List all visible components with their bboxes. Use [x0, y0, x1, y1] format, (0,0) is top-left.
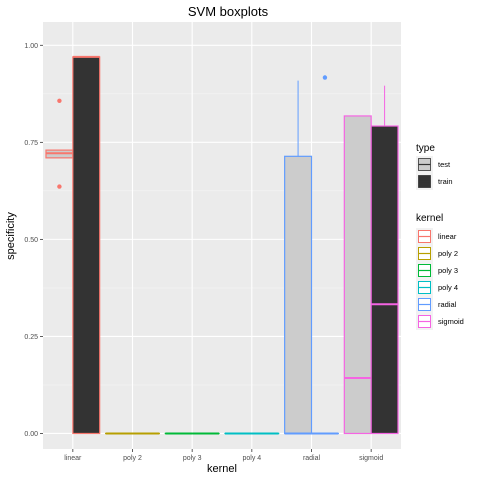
x-axis: linear poly 2 poly 3 poly 4 radial sigmoid: [64, 449, 383, 462]
x-tick-label: radial: [303, 455, 321, 462]
x-tick-label: sigmoid: [359, 455, 383, 462]
y-tick-label: 0.50: [24, 237, 38, 244]
y-axis-title: specificity: [5, 212, 17, 260]
x-tick-label: poly 3: [183, 455, 202, 462]
outlier-point: [322, 75, 328, 80]
legend-label-poly-3: poly 3: [438, 266, 458, 275]
chart-title: SVM boxplots: [188, 4, 269, 19]
y-tick-label: 0.00: [24, 431, 38, 438]
outlier-point: [57, 184, 62, 189]
x-tick-label: poly 4: [242, 455, 261, 462]
x-tick-label: linear: [64, 455, 82, 462]
legend-label-poly-2: poly 2: [438, 249, 458, 258]
outlier-point: [57, 98, 62, 104]
kernel-legend: kernel linear poly 2 poly 3 poly 4 radial sigm…: [416, 213, 464, 330]
legend-label-radial: radial: [438, 300, 457, 309]
box-sigmoid-train: [370, 125, 399, 435]
kernel-legend-title: kernel: [416, 213, 443, 224]
legend-label-sigmoid: sigmoid: [438, 317, 464, 326]
y-tick-label: 1.00: [24, 43, 38, 50]
x-tick-label: poly 2: [123, 455, 142, 462]
legend-label-train: train: [438, 177, 453, 186]
legend-label-linear: linear: [438, 232, 457, 241]
legend-label-test: test: [438, 160, 451, 169]
y-tick-label: 0.75: [24, 140, 38, 147]
y-tick-label: 0.25: [24, 334, 38, 341]
legend-label-poly-4: poly 4: [438, 283, 458, 292]
box-sigmoid-test: [343, 115, 372, 435]
type-legend-title: type: [416, 143, 435, 154]
y-axis: 0.00 0.25 0.50 0.75 1.00: [24, 43, 43, 438]
box-layer: [45, 55, 399, 435]
plot-panel: [43, 22, 401, 449]
x-axis-title: kernel: [207, 463, 237, 475]
box-radial-test: [284, 155, 313, 435]
box-linear-train: [72, 56, 101, 435]
